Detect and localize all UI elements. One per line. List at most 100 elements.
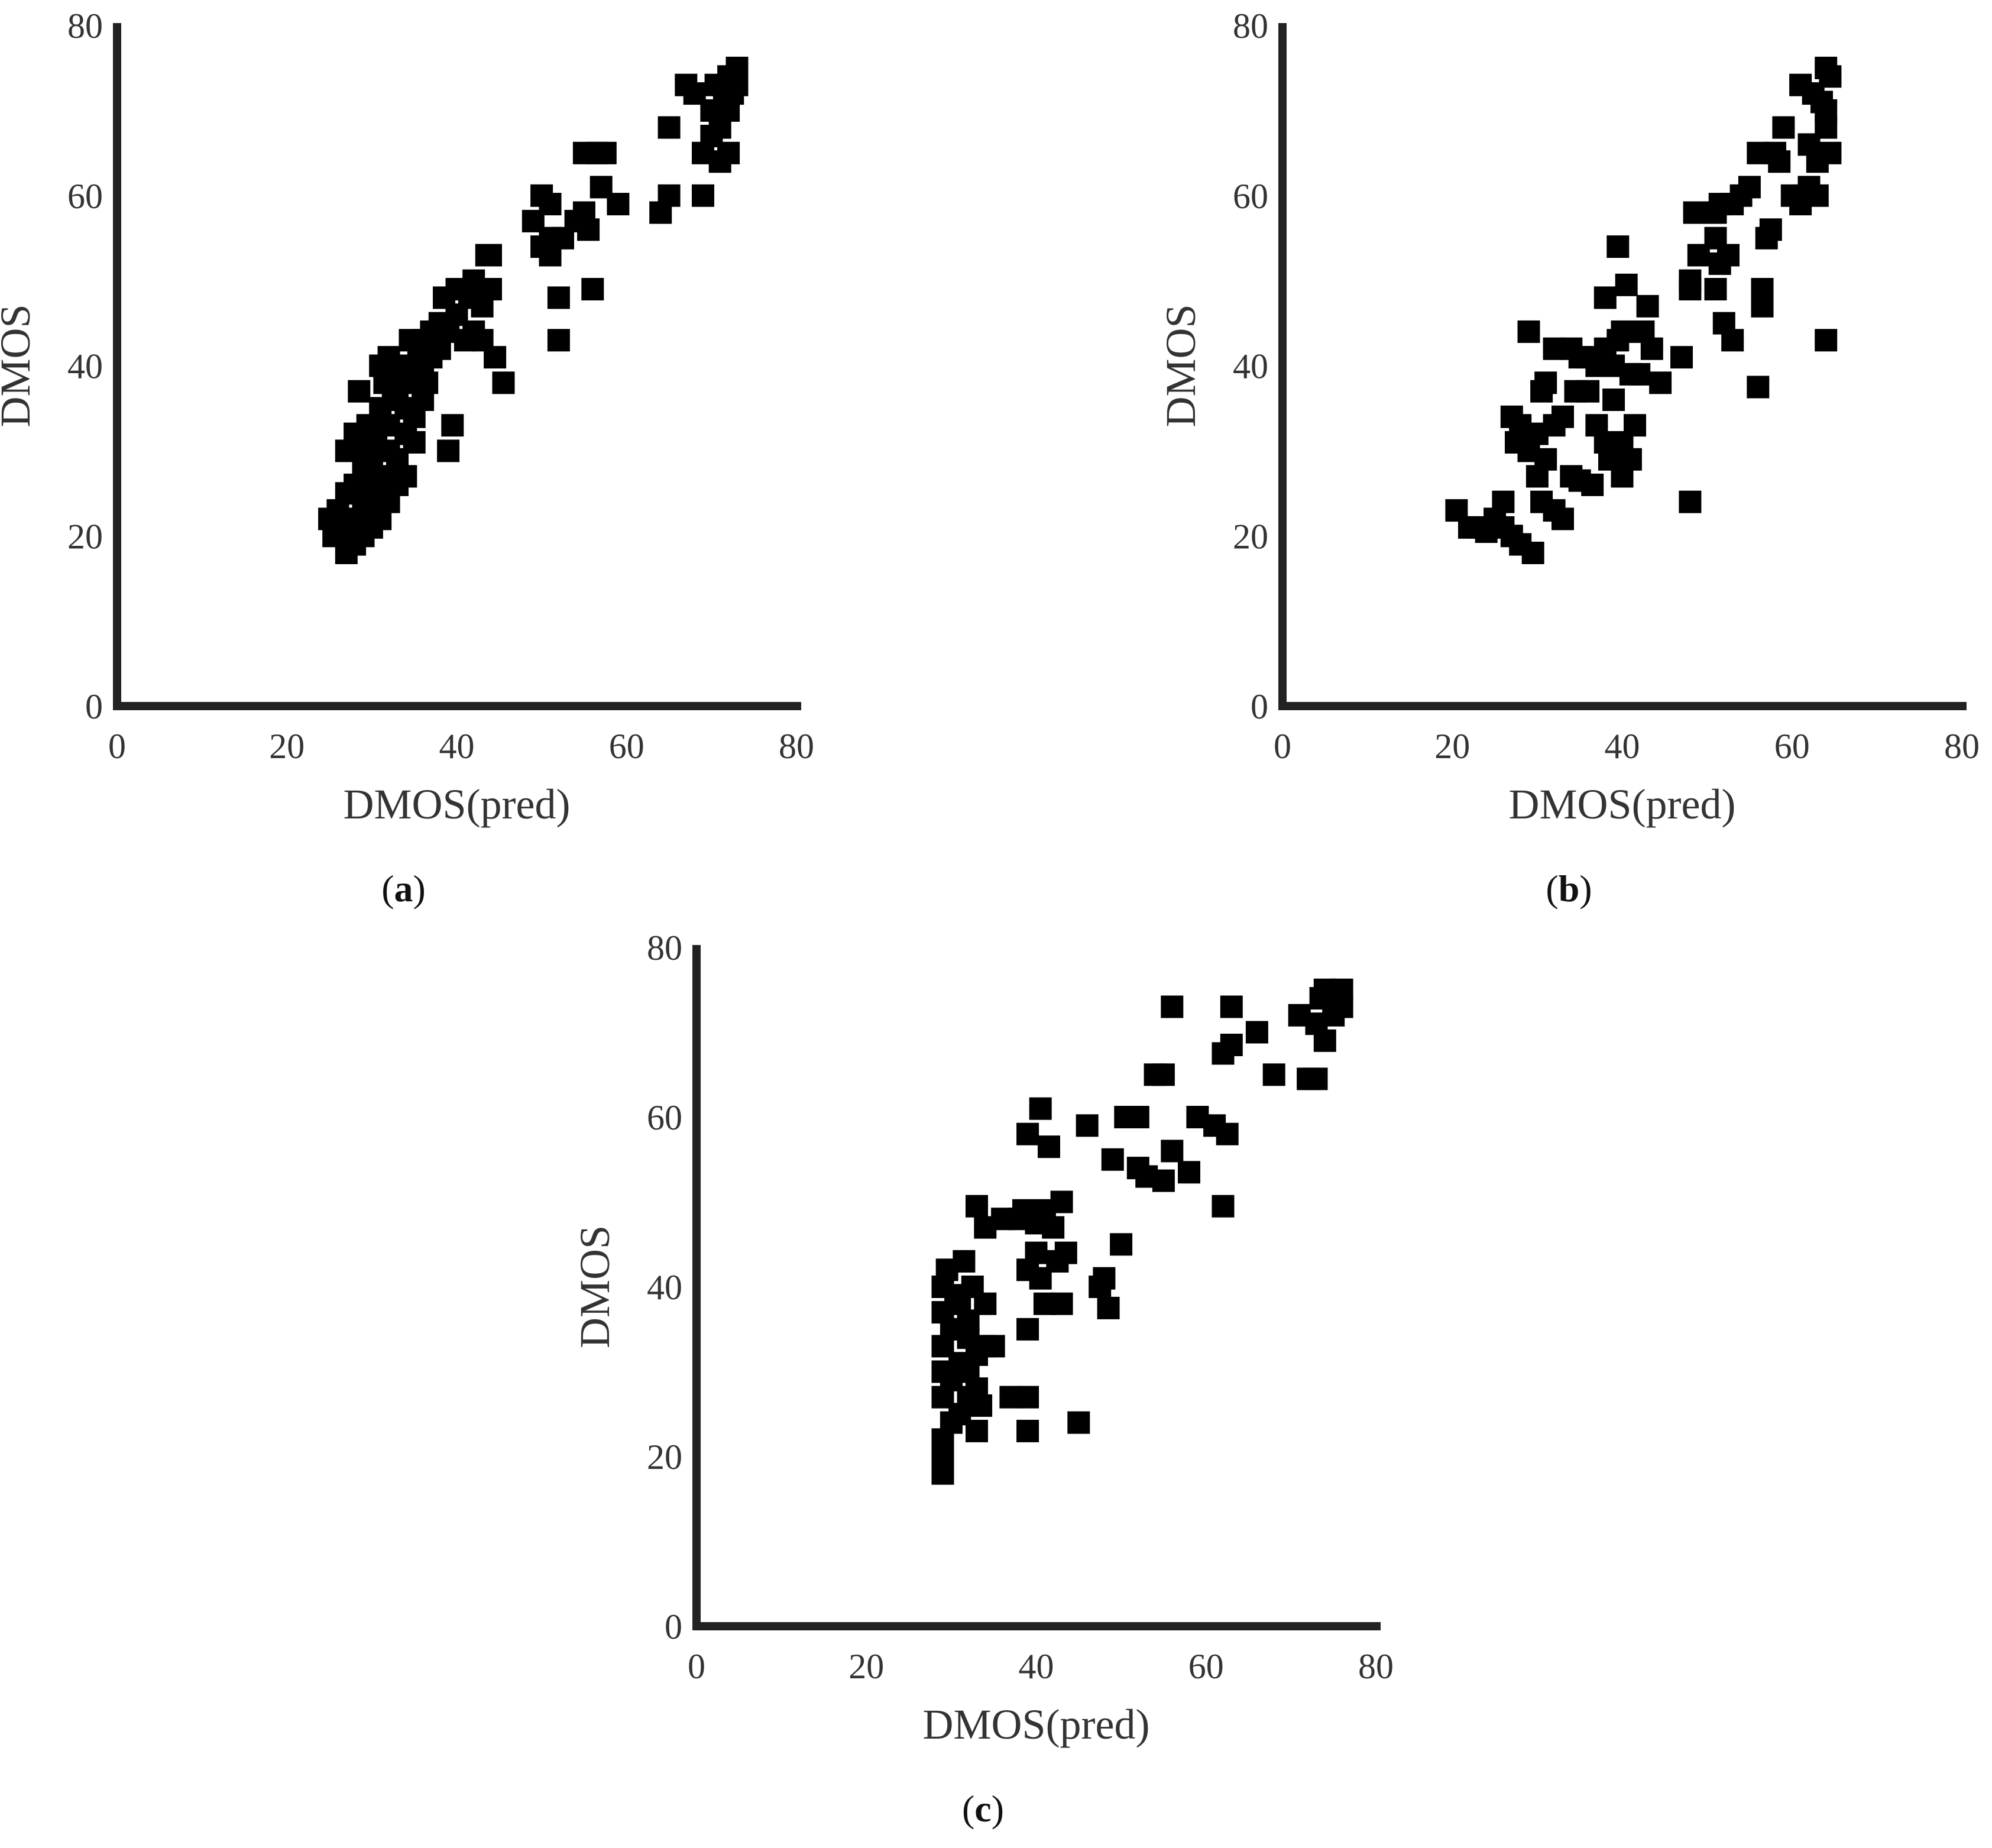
y-tick-label: 0 xyxy=(1251,687,1268,726)
y-tick-label: 0 xyxy=(85,687,103,726)
y-tick-label: 60 xyxy=(647,1098,682,1137)
scatter-point xyxy=(692,184,714,207)
x-tick-label: 60 xyxy=(1774,727,1810,766)
y-tick-label: 60 xyxy=(1233,177,1268,216)
scatter-point xyxy=(1552,507,1574,530)
scatter-point xyxy=(1679,278,1702,300)
scatter-point xyxy=(725,73,749,96)
scatter-panel-b: 0 20 40 60 80 0 20 40 60 80 DMOS(pred) DMOS (b) xyxy=(1157,7,1980,910)
scatter-point xyxy=(607,193,630,216)
panel-label-open-paren: ( xyxy=(381,868,394,910)
scatter-point xyxy=(416,371,439,394)
scatter-point xyxy=(1016,1122,1039,1145)
scatter-point xyxy=(1806,184,1829,207)
scatter-point xyxy=(1747,376,1770,399)
scatter-point xyxy=(1521,542,1544,564)
scatter-point xyxy=(1042,1216,1065,1239)
scatter-point xyxy=(1717,244,1740,267)
scatter-point xyxy=(1704,278,1727,300)
y-tick-label: 80 xyxy=(1233,7,1268,46)
scatter-point xyxy=(348,380,371,403)
scatter-panel-a: 0 20 40 60 80 0 20 40 60 80 DMOS(pred) DMOS (a) xyxy=(0,7,814,910)
scatter-point xyxy=(480,278,502,300)
y-tick-label: 80 xyxy=(67,7,103,46)
x-tick-label: 60 xyxy=(609,727,644,766)
scatter-point xyxy=(1819,141,1842,164)
scatter-point xyxy=(1517,320,1540,343)
scatter-point xyxy=(1721,329,1744,352)
scatter-point xyxy=(1628,363,1651,386)
x-tick-label: 20 xyxy=(269,727,305,766)
scatter-point xyxy=(1313,1029,1336,1052)
scatter-point xyxy=(1025,1241,1048,1264)
scatter-point xyxy=(1670,346,1693,369)
scatter-point xyxy=(1593,286,1617,309)
scatter-points xyxy=(1445,56,1842,564)
x-axis-label: DMOS(pred) xyxy=(344,781,571,828)
scatter-point xyxy=(539,193,562,216)
y-axis-label: DMOS xyxy=(571,1225,618,1348)
scatter-point xyxy=(1245,1021,1268,1044)
scatter-point xyxy=(1178,1161,1200,1184)
scatter-point xyxy=(1220,995,1243,1018)
x-tick-label: 40 xyxy=(1019,1647,1054,1686)
scatter-point xyxy=(1679,490,1702,513)
scatter-point xyxy=(974,1292,997,1315)
scatter-point xyxy=(1212,1195,1235,1218)
scatter-point xyxy=(394,465,417,488)
scatter-point xyxy=(1093,1267,1116,1290)
scatter-point xyxy=(1029,1097,1052,1120)
scatter-point xyxy=(1815,329,1838,352)
panel-label-close-paren: ) xyxy=(992,1788,1004,1830)
scatter-point xyxy=(1305,1067,1328,1090)
scatter-point xyxy=(982,1335,1005,1358)
scatter-point xyxy=(480,244,502,267)
scatter-point xyxy=(966,1419,988,1442)
scatter-point xyxy=(1330,995,1353,1018)
scatter-point xyxy=(484,346,507,369)
scatter-point xyxy=(1636,294,1659,318)
scatter-point xyxy=(1552,405,1574,428)
panel-label-close-paren: ) xyxy=(1579,868,1592,910)
scatter-point xyxy=(1492,490,1515,513)
scatter-point xyxy=(1768,150,1791,173)
y-tick-label: 0 xyxy=(665,1607,682,1646)
y-tick-label: 60 xyxy=(67,177,103,216)
scatter-point xyxy=(1581,473,1604,496)
scatter-point xyxy=(1101,1148,1124,1171)
y-tick-label: 80 xyxy=(647,928,682,967)
panel-label-letter: c xyxy=(974,1788,991,1830)
y-tick-label: 40 xyxy=(67,347,103,386)
scatter-panel-c: 0 20 40 60 80 0 20 40 60 80 DMOS(pred) DMOS (c) xyxy=(571,928,1394,1830)
x-tick-label: 80 xyxy=(1944,727,1980,766)
panel-label: (c) xyxy=(962,1788,1004,1830)
scatter-point xyxy=(966,1195,988,1218)
scatter-point xyxy=(1161,1140,1184,1163)
scatter-point xyxy=(1819,65,1842,88)
x-axis-label: DMOS(pred) xyxy=(923,1701,1150,1748)
panel-label: (b) xyxy=(1546,868,1592,910)
x-tick-label: 80 xyxy=(779,727,814,766)
x-tick-label: 0 xyxy=(108,727,126,766)
x-tick-label: 80 xyxy=(1358,1647,1394,1686)
y-tick-label: 20 xyxy=(647,1438,682,1477)
panel-label-close-paren: ) xyxy=(413,868,426,910)
panel-label: (a) xyxy=(381,868,426,910)
scatter-point xyxy=(1615,273,1638,296)
scatter-point xyxy=(1152,1063,1175,1086)
y-axis-label: DMOS xyxy=(1157,304,1204,427)
scatter-point xyxy=(1602,389,1625,411)
x-tick-label: 20 xyxy=(1434,727,1470,766)
y-tick-label: 40 xyxy=(1233,347,1268,386)
scatter-point xyxy=(1683,201,1706,224)
scatter-point xyxy=(1152,1169,1175,1192)
y-tick-label: 20 xyxy=(67,517,103,556)
scatter-point xyxy=(953,1250,976,1273)
scatter-point xyxy=(1759,218,1782,241)
scatter-point xyxy=(1611,320,1634,343)
x-tick-label: 40 xyxy=(439,727,475,766)
scatter-point xyxy=(547,329,570,352)
scatter-point xyxy=(1216,1122,1239,1145)
scatter-point xyxy=(1126,1106,1149,1128)
